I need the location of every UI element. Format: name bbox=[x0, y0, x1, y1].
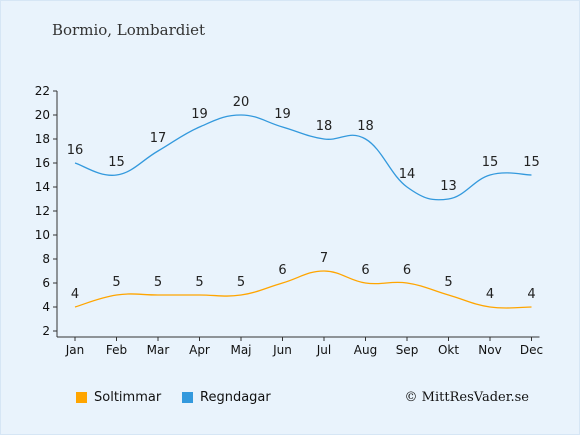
series-line-soltimmar bbox=[74, 270, 532, 309]
data-label-regndagar: 17 bbox=[150, 131, 167, 146]
y-tick-label: 18 bbox=[35, 132, 50, 146]
regndagar-swatch bbox=[182, 392, 193, 403]
y-tick-label: 8 bbox=[42, 252, 50, 266]
data-label-regndagar: 19 bbox=[274, 107, 291, 122]
data-label-regndagar: 16 bbox=[67, 143, 84, 158]
data-label-soltimmar: 7 bbox=[320, 251, 328, 266]
data-label-regndagar: 14 bbox=[399, 167, 416, 182]
data-label-soltimmar: 5 bbox=[112, 275, 120, 290]
data-label-regndagar: 15 bbox=[108, 155, 125, 170]
data-label-regndagar: 19 bbox=[191, 107, 208, 122]
y-tick-label: 2 bbox=[42, 324, 50, 338]
y-tick-label: 22 bbox=[35, 84, 50, 98]
data-labels: 4 5 5 5 5 6 7 6 6 5 4 4 16 15 17 19 20 19 18 18 14 13 15 15 bbox=[67, 95, 540, 302]
x-axis: Jan Feb Mar Apr Maj Jun Jul Aug Sep Okt Nov Dec bbox=[57, 336, 543, 357]
data-label-soltimmar: 5 bbox=[237, 275, 245, 290]
data-label-regndagar: 13 bbox=[440, 179, 457, 194]
data-label-soltimmar: 5 bbox=[444, 275, 452, 290]
x-tick-label: Jul bbox=[316, 343, 331, 357]
data-label-soltimmar: 6 bbox=[361, 263, 369, 278]
x-tick-label: Feb bbox=[106, 343, 127, 357]
series-layer bbox=[74, 114, 532, 309]
y-tick-label: 6 bbox=[42, 276, 50, 290]
data-label-soltimmar: 4 bbox=[527, 287, 535, 302]
x-tick-label: Apr bbox=[189, 343, 210, 357]
credit-text: © MittResVader.se bbox=[404, 390, 529, 405]
y-tick-label: 4 bbox=[42, 300, 50, 314]
data-label-regndagar: 15 bbox=[523, 155, 540, 170]
data-label-soltimmar: 6 bbox=[403, 263, 411, 278]
x-tick-label: Jan bbox=[65, 343, 85, 357]
data-label-soltimmar: 6 bbox=[278, 263, 286, 278]
legend-label-soltimmar: Soltimmar bbox=[94, 390, 162, 405]
legend-item-soltimmar: Soltimmar bbox=[76, 390, 161, 405]
data-label-regndagar: 15 bbox=[482, 155, 499, 170]
data-label-regndagar: 18 bbox=[316, 119, 333, 134]
x-tick-label: Aug bbox=[354, 343, 377, 357]
data-label-soltimmar: 5 bbox=[154, 275, 162, 290]
x-tick-label: Sep bbox=[396, 343, 419, 357]
y-axis: 2 4 6 8 10 12 14 16 18 20 22 bbox=[35, 84, 58, 338]
x-tick-label: Mar bbox=[147, 343, 170, 357]
chart-title: Bormio, Lombardiet bbox=[52, 21, 206, 39]
data-label-soltimmar: 4 bbox=[486, 287, 494, 302]
data-label-regndagar: 18 bbox=[357, 119, 374, 134]
x-tick-label: Dec bbox=[520, 343, 543, 357]
data-label-soltimmar: 4 bbox=[71, 287, 79, 302]
y-tick-label: 16 bbox=[35, 156, 50, 170]
x-tick-label: Maj bbox=[230, 343, 251, 357]
series-line-regndagar bbox=[74, 114, 532, 201]
x-tick-label: Jun bbox=[272, 343, 292, 357]
y-tick-label: 10 bbox=[35, 228, 50, 242]
data-label-regndagar: 20 bbox=[233, 95, 250, 110]
x-tick-label: Okt bbox=[438, 343, 459, 357]
y-tick-label: 12 bbox=[35, 204, 50, 218]
legend-item-regndagar: Regndagar bbox=[182, 390, 271, 405]
data-label-soltimmar: 5 bbox=[195, 275, 203, 290]
x-tick-label: Nov bbox=[478, 343, 501, 357]
legend-label-regndagar: Regndagar bbox=[200, 390, 271, 405]
y-tick-label: 14 bbox=[35, 180, 50, 194]
soltimmar-swatch bbox=[76, 392, 87, 403]
y-tick-label: 20 bbox=[35, 108, 50, 122]
